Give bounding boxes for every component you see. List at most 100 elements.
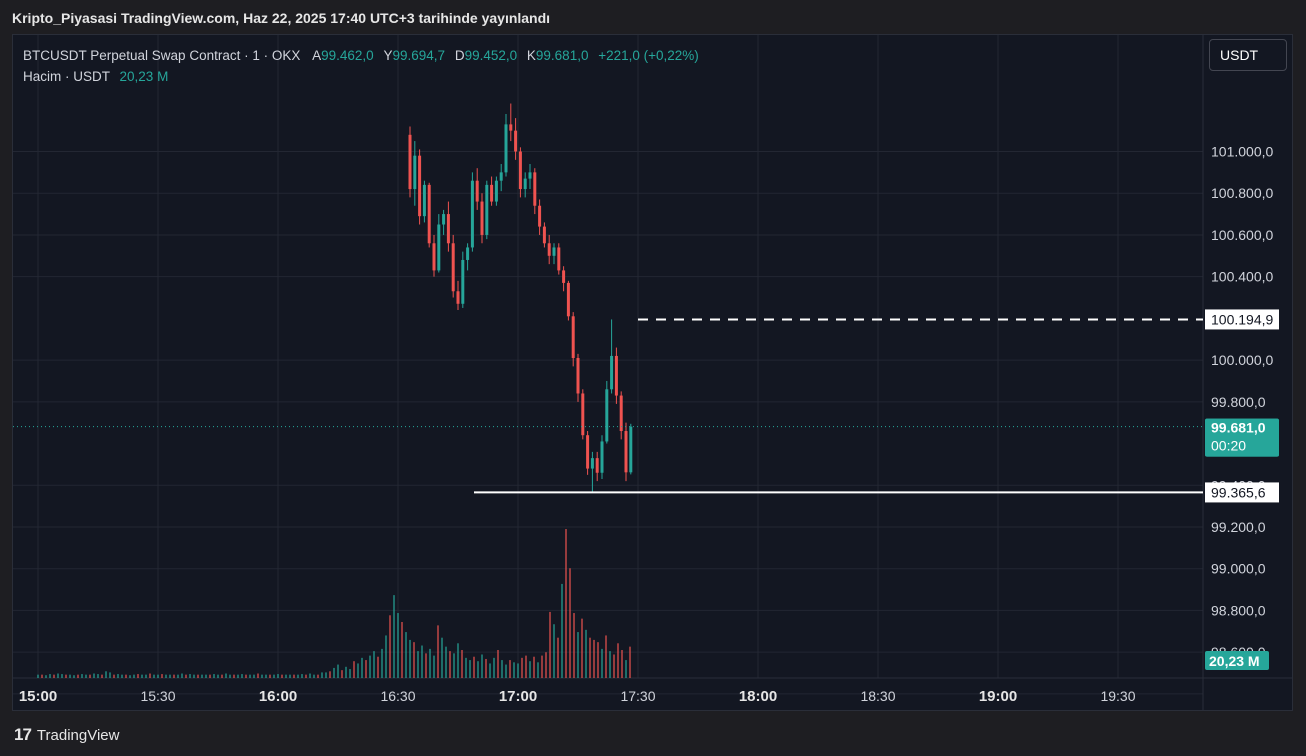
volume-bar [197, 674, 199, 678]
volume-bar [145, 674, 147, 678]
volume-bar [525, 655, 527, 678]
volume-bar [497, 650, 499, 678]
volume-bar [333, 667, 335, 678]
volume-bar [273, 674, 275, 678]
chart-legend: BTCUSDT Perpetual Swap Contract · 1 · OK… [23, 45, 699, 87]
volume-bar [341, 670, 343, 678]
unit-button[interactable]: USDT [1209, 39, 1287, 71]
volume-bar [621, 650, 623, 678]
volume-bar [301, 674, 303, 678]
time-tick-label: 16:00 [259, 688, 297, 705]
last-price-tag-top [1205, 418, 1279, 457]
candle-body [485, 184, 489, 235]
candle-body [619, 395, 623, 432]
volume-bar [57, 673, 59, 678]
resistance-label-box-top [1205, 309, 1279, 330]
resistance-label-top: 100.194,9 [1211, 311, 1273, 327]
volume-bar [449, 651, 451, 678]
volume-bar [325, 672, 327, 678]
symbol-title[interactable]: BTCUSDT Perpetual Swap Contract · 1 · OK… [23, 48, 301, 63]
footer-brand[interactable]: 17 TradingView [14, 725, 119, 745]
volume-last-label: 20,23 M [1209, 653, 1260, 669]
candle-body [461, 259, 465, 304]
volume-bar [617, 643, 619, 678]
volume-bar [45, 675, 47, 678]
volume-bar [337, 664, 339, 678]
volume-bar [429, 648, 431, 678]
time-tick-label: 17:30 [620, 688, 655, 704]
candle-body [422, 184, 426, 217]
price-tick-label: 100.000,0 [1211, 352, 1273, 368]
volume-bar [593, 639, 595, 678]
volume-bar [53, 674, 55, 678]
volume-bar [181, 673, 183, 678]
support-label-box-top [1205, 482, 1279, 503]
volume-bar [89, 674, 91, 678]
time-tick-label: 15:30 [140, 688, 175, 704]
volume-bar [189, 674, 191, 678]
candle-body [581, 393, 585, 436]
price-tick-label: 101.000,0 [1211, 144, 1273, 160]
volume-bar [149, 673, 151, 678]
volume-bar [521, 657, 523, 678]
brand-name: TradingView [36, 726, 120, 744]
high-value: 99.694,7 [392, 48, 446, 63]
volume-bar [221, 674, 223, 678]
volume-bar [405, 632, 407, 678]
volume-bar [297, 674, 299, 678]
chart-panel[interactable]: 100.194,9 99.365,6 99.681,0 00:20 101.000,0 1… [12, 34, 1293, 711]
volume-bar [357, 663, 359, 678]
price-tick-label: 100.800,0 [1211, 185, 1273, 201]
candle-body [490, 184, 494, 202]
published-header: Kripto_Piyasasi TradingView.com, Haz 22,… [12, 10, 551, 26]
volume-bar [385, 635, 387, 678]
price-tick-label: 99.000,0 [1211, 561, 1266, 577]
volume-bar [261, 674, 263, 678]
candle-body [571, 316, 575, 359]
chart-canvas[interactable]: 100.194,9 99.365,6 99.681,0 00:20 101.000,0 1… [13, 35, 1293, 711]
volume-bar [313, 674, 315, 678]
time-tick-label: 18:00 [739, 688, 777, 705]
volume-bar [505, 664, 507, 678]
volume-bar [481, 654, 483, 678]
volume-bar [101, 674, 103, 678]
volume-bar [533, 656, 535, 678]
candle-body [466, 247, 470, 260]
volume-bar [157, 674, 159, 678]
volume-bar [577, 632, 579, 678]
candle-body [629, 426, 633, 473]
candle-body [480, 201, 484, 235]
candle-body [432, 243, 436, 271]
volume-bar [105, 671, 107, 678]
volume-bar [125, 674, 127, 678]
volume-bar [565, 529, 567, 678]
candle-body [533, 172, 537, 206]
candle-body [547, 243, 551, 256]
candle-body [600, 441, 604, 473]
candle-body [475, 180, 479, 202]
volume-bar [557, 637, 559, 678]
candle-body [595, 458, 599, 473]
candle-body [518, 151, 522, 190]
low-label: D [454, 48, 465, 63]
volume-bar [353, 661, 355, 678]
volume-bar [613, 654, 615, 678]
volume-bar [569, 568, 571, 678]
price-tick-label: 100.600,0 [1211, 227, 1273, 243]
volume-bar [81, 674, 83, 678]
volume-bar [377, 656, 379, 678]
volume-bar [329, 671, 331, 678]
volume-value: 20,23 M [119, 69, 169, 84]
volume-bar [401, 622, 403, 678]
last-price-label-top: 99.681,0 [1211, 420, 1266, 436]
volume-bar [161, 674, 163, 678]
volume-last-tag [1205, 651, 1269, 670]
volume-bar [485, 658, 487, 678]
candle-body [514, 130, 518, 152]
volume-bar [85, 674, 87, 678]
volume-bar [305, 674, 307, 678]
time-tick-label: 18:30 [860, 688, 895, 704]
volume-bar [457, 643, 459, 678]
volume-bar [609, 651, 611, 678]
volume-label[interactable]: Hacim · USDT [23, 69, 110, 84]
